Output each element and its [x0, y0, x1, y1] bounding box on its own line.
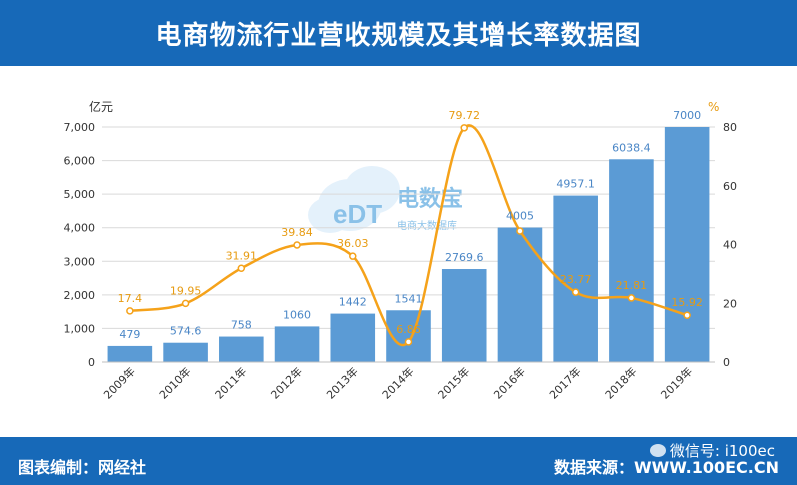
x-tick-label: 2014年 [379, 364, 416, 401]
footer: 图表编制：网经社 数据来源：WWW.100EC.CN [0, 437, 797, 485]
chart-title: 电商物流行业营收规模及其增长率数据图 [155, 20, 642, 51]
growth-rate-label: 31.91 [226, 249, 258, 262]
y-right-tick-label: 0 [723, 356, 730, 369]
bar [330, 313, 376, 362]
growth-rate-point [571, 288, 580, 296]
growth-rate-point [181, 299, 190, 308]
y-left-tick-label: 7,000 [64, 121, 96, 134]
growth-rate-point [627, 294, 636, 302]
bar [664, 127, 710, 362]
growth-rate-label: 21.81 [616, 279, 648, 292]
footer-source: 数据来源：WWW.100EC.CN [553, 458, 779, 477]
watermark-tagline: 电商大数据库 [397, 219, 457, 232]
y-left-tick-label: 6,000 [64, 155, 96, 168]
growth-rate-label: 15.92 [671, 296, 703, 309]
x-tick-label: 2016年 [491, 364, 528, 401]
bar-value-label: 1541 [395, 292, 423, 305]
bar-value-label: 1060 [283, 308, 311, 321]
watermark-logo-text: eDT [333, 199, 382, 229]
bar-value-label: 758 [231, 319, 252, 332]
bar-value-label: 2769.6 [445, 251, 484, 264]
watermark-brand: 电数宝 [397, 186, 463, 212]
y-right-tick-label: 40 [723, 239, 737, 252]
bar-value-label: 6038.4 [612, 141, 651, 154]
bar [609, 159, 654, 362]
watermark: eDT 电数宝 电商大数据库 [308, 166, 463, 233]
growth-rate-point [404, 338, 413, 346]
y-left-tick-label: 5,000 [64, 188, 96, 201]
bar [219, 336, 264, 362]
bar [107, 345, 153, 362]
growth-rate-label: 6.86 [396, 323, 421, 336]
x-tick-label: 2013年 [323, 364, 360, 401]
bar-value-label: 7000 [673, 109, 701, 122]
x-tick-label: 2015年 [435, 364, 472, 401]
bar-value-label: 4005 [506, 210, 534, 223]
y-left-tick-label: 4,000 [64, 222, 96, 235]
y-left-tick-label: 0 [88, 356, 95, 369]
growth-rate-point [126, 307, 134, 315]
bar-value-label: 4957.1 [556, 178, 595, 191]
growth-rate-point [683, 311, 691, 319]
x-tick-label: 2018年 [602, 364, 639, 401]
x-tick-label: 2012年 [268, 364, 305, 401]
y-right-unit: % [708, 100, 719, 114]
growth-rate-label: 23.77 [560, 273, 592, 286]
growth-rate-point [516, 227, 524, 235]
growth-rate-label: 79.72 [448, 109, 480, 122]
y-left-tick-label: 1,000 [64, 322, 96, 335]
x-tick-label: 2019年 [658, 364, 695, 401]
y-right-tick-label: 80 [723, 121, 737, 134]
x-tick-label: 2011年 [212, 364, 249, 401]
y-right-tick-label: 60 [723, 180, 737, 193]
bar-value-label: 479 [119, 328, 140, 341]
bar [163, 342, 208, 362]
wechat-id: 微信号: i100ec [649, 440, 775, 461]
y-right-tick-label: 20 [723, 297, 737, 310]
growth-rate-point [237, 264, 246, 273]
bar [497, 227, 543, 362]
bar-value-label: 1442 [339, 296, 367, 309]
bar [274, 326, 320, 362]
y-left-tick-label: 2,000 [64, 289, 96, 302]
bar [441, 269, 487, 362]
x-tick-label: 2009年 [101, 364, 138, 401]
wechat-id-text: 微信号: i100ec [669, 442, 775, 460]
growth-rate-label: 39.84 [281, 226, 313, 239]
growth-rate-label: 17.4 [118, 292, 143, 305]
y-left-tick-label: 3,000 [64, 255, 96, 268]
footer-credit: 图表编制：网经社 [18, 458, 147, 477]
bar [553, 195, 598, 362]
x-tick-label: 2010年 [156, 364, 193, 401]
x-tick-label: 2017年 [546, 364, 583, 401]
bar [386, 310, 431, 362]
y-left-unit: 亿元 [89, 99, 113, 114]
chart-title-banner: 电商物流行业营收规模及其增长率数据图 [0, 0, 797, 66]
growth-rate-point [460, 124, 468, 132]
growth-rate-label: 36.03 [337, 237, 369, 250]
growth-rate-point [293, 241, 301, 249]
wechat-icon [649, 444, 666, 457]
bar-value-label: 574.6 [170, 325, 202, 338]
growth-rate-label: 19.95 [170, 284, 202, 297]
growth-rate-point [349, 252, 357, 260]
chart: eDT 电数宝 电商大数据库 479 574.6 758 1060 1442 1541 27… [64, 99, 738, 402]
